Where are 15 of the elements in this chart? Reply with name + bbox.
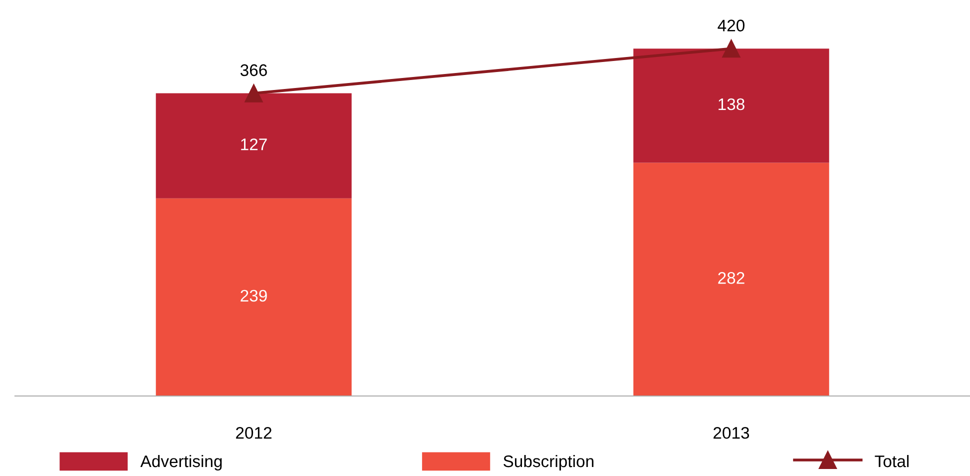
- bar: [156, 93, 352, 198]
- data-label: 138: [718, 98, 744, 110]
- data-label: 282: [718, 272, 744, 284]
- legend-label: Total: [874, 454, 909, 468]
- data-label: 366: [240, 64, 267, 76]
- x-tick-label: 2013: [714, 426, 750, 439]
- legend-label: Advertising: [140, 454, 222, 471]
- data-label: 127: [241, 138, 267, 150]
- bar: [633, 48, 830, 163]
- data-label: 239: [240, 290, 267, 302]
- x-tick-label: 2012: [236, 426, 272, 439]
- data-label: 420: [718, 20, 745, 32]
- legend-label: Subscription: [504, 454, 594, 471]
- bar: [156, 198, 352, 396]
- bar: [633, 162, 830, 396]
